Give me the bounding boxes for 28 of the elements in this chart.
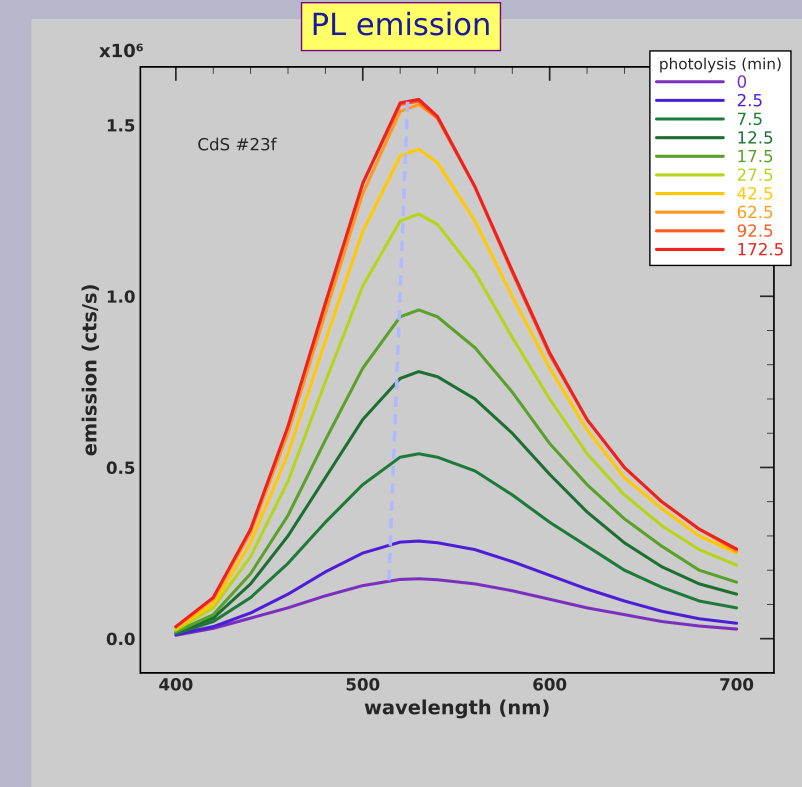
y-tick-label: 0.5 xyxy=(106,461,134,474)
text: x10⁶ xyxy=(99,44,143,58)
legend-label: 7.5 xyxy=(738,112,762,126)
line-series xyxy=(174,370,738,634)
chart-title: PL emission xyxy=(314,12,489,36)
legend-label: 17.5 xyxy=(738,150,772,162)
y-axis-title: emission (cts/s) xyxy=(82,285,99,456)
legend-label: 62.5 xyxy=(738,206,772,218)
x-tick-label: 400 xyxy=(159,678,192,691)
legend-label: 27.5 xyxy=(738,168,772,181)
x-tick-label: 600 xyxy=(533,678,566,691)
y-tick-label: 0.0 xyxy=(106,632,135,646)
legend-label: 2.5 xyxy=(738,94,762,106)
legend-label: 42.5 xyxy=(737,187,772,200)
legend-label: 172.5 xyxy=(738,242,783,256)
legend-label: 0 xyxy=(738,75,746,88)
legend-label: 92.5 xyxy=(738,224,772,237)
y-tick-label: 1.0 xyxy=(108,290,135,303)
annotation: CdS #23f xyxy=(198,138,277,151)
y-tick-label: 1.5 xyxy=(108,119,134,132)
x-tick-label: 700 xyxy=(720,678,754,691)
line-series xyxy=(174,577,738,637)
x-tick-label: 500 xyxy=(346,678,380,691)
legend-label: 12.5 xyxy=(738,131,772,144)
line-series xyxy=(174,540,738,636)
x-axis-title: wavelength (nm) xyxy=(364,699,549,718)
legend-title: photolysis (min) xyxy=(660,58,781,72)
line-series xyxy=(174,308,738,634)
